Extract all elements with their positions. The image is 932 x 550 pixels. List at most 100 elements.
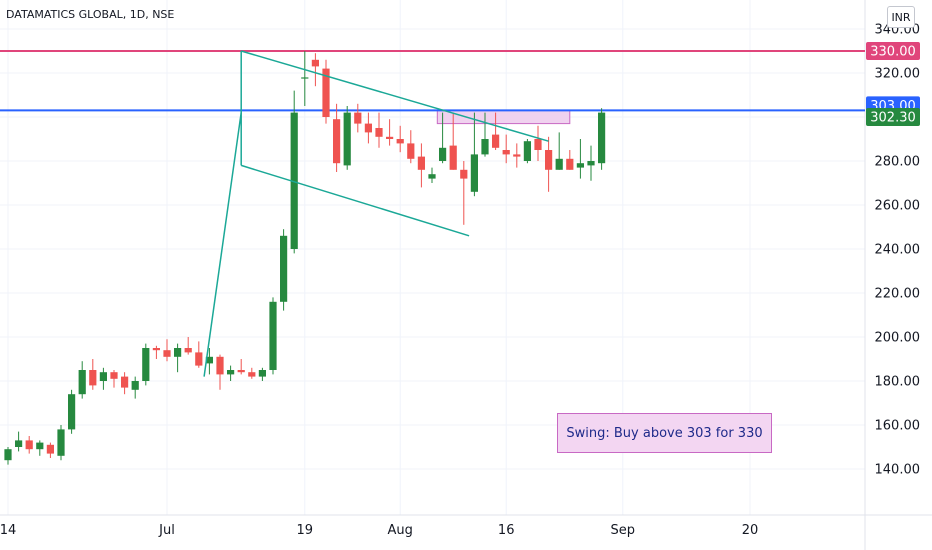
candle xyxy=(407,130,415,164)
candle-body xyxy=(481,139,489,155)
time-tick-label: Aug xyxy=(388,523,413,538)
candle-body xyxy=(290,112,298,249)
candle xyxy=(57,425,65,461)
candle-body xyxy=(184,348,192,353)
candle xyxy=(269,297,277,375)
candle-body xyxy=(280,235,288,302)
candle-body xyxy=(195,352,203,366)
candle xyxy=(534,125,542,161)
price-label-text: 302.30 xyxy=(870,110,916,125)
time-tick-label: 16 xyxy=(498,523,515,538)
candle xyxy=(428,167,436,183)
candle-body xyxy=(460,169,468,179)
candle xyxy=(417,143,425,188)
candle-body xyxy=(470,154,478,192)
candle xyxy=(311,53,319,87)
time-axis[interactable]: 14 Jul 19 Aug 16 Sep 20 xyxy=(0,523,758,538)
candle xyxy=(301,51,309,106)
trendline xyxy=(203,112,242,377)
price-tick-label: 240.00 xyxy=(875,243,921,258)
candle xyxy=(78,361,86,399)
candle-body xyxy=(523,141,531,161)
candle-body xyxy=(121,376,129,388)
trend-channel xyxy=(203,50,549,377)
candle xyxy=(227,365,235,381)
candle-body xyxy=(142,348,150,381)
candle-body xyxy=(216,356,224,375)
candle xyxy=(280,229,288,311)
candle-body xyxy=(174,348,182,357)
candle xyxy=(587,145,595,181)
candle-body xyxy=(534,139,542,150)
time-tick-label: 19 xyxy=(297,523,314,538)
currency-badge[interactable]: INR xyxy=(887,6,915,28)
candle xyxy=(598,108,606,170)
price-tick-label: 280.00 xyxy=(875,155,921,170)
candle-body xyxy=(36,442,44,450)
time-tick-label: 14 xyxy=(0,523,16,538)
candle-body xyxy=(333,119,341,164)
candle-body xyxy=(152,348,160,351)
candle xyxy=(502,134,510,164)
candle-body xyxy=(258,370,266,377)
price-tick-label: 160.00 xyxy=(875,419,921,434)
candle-body xyxy=(131,381,139,390)
price-tick-label: 320.00 xyxy=(875,67,921,82)
candle-body xyxy=(227,370,235,375)
candle-body xyxy=(163,350,171,357)
candle xyxy=(364,112,372,144)
price-tick-label: 180.00 xyxy=(875,375,921,390)
candle-body xyxy=(566,158,574,170)
candle xyxy=(481,112,489,157)
candle xyxy=(110,370,118,388)
candle xyxy=(15,431,23,452)
candle-body xyxy=(269,301,277,370)
candle-body xyxy=(576,163,584,168)
price-label-bg xyxy=(866,42,920,60)
candle xyxy=(396,125,404,153)
candle-body xyxy=(375,128,383,137)
candle xyxy=(99,367,107,390)
candle xyxy=(258,367,266,381)
candle-body xyxy=(598,112,606,164)
price-tick-label: 200.00 xyxy=(875,331,921,346)
candle-body xyxy=(439,147,447,161)
candle-body xyxy=(46,444,54,454)
candle xyxy=(248,367,256,379)
time-tick-label: Jul xyxy=(158,523,175,538)
candle xyxy=(195,341,203,368)
candle xyxy=(354,103,362,133)
candle-body xyxy=(449,145,457,170)
candle xyxy=(460,161,468,225)
candle-body xyxy=(311,59,319,67)
candle xyxy=(142,343,150,386)
candle xyxy=(523,139,531,164)
candle xyxy=(68,389,76,434)
candle xyxy=(513,143,521,168)
zone-rect xyxy=(436,109,571,125)
candle-body xyxy=(248,372,256,377)
candle xyxy=(205,348,213,375)
candle-body xyxy=(4,449,12,461)
candle-body xyxy=(57,429,65,456)
candle-body xyxy=(417,156,425,170)
candle xyxy=(439,112,447,164)
candle-body xyxy=(237,370,245,373)
price-tick-label: 220.00 xyxy=(875,287,921,302)
candle xyxy=(545,136,553,192)
candle xyxy=(492,112,500,150)
candle-body xyxy=(587,161,595,166)
horizontal-lines xyxy=(0,50,865,112)
candle-body xyxy=(99,372,107,381)
price-tick-label: 260.00 xyxy=(875,199,921,214)
candle-body xyxy=(513,154,521,157)
candle xyxy=(46,442,54,458)
price-label-bg xyxy=(866,107,920,126)
candle-body xyxy=(428,174,436,179)
price-axis[interactable]: 140.00 160.00 180.00 200.00 220.00 240.00 260.… xyxy=(875,23,921,478)
candle xyxy=(174,343,182,373)
candle xyxy=(322,59,330,124)
